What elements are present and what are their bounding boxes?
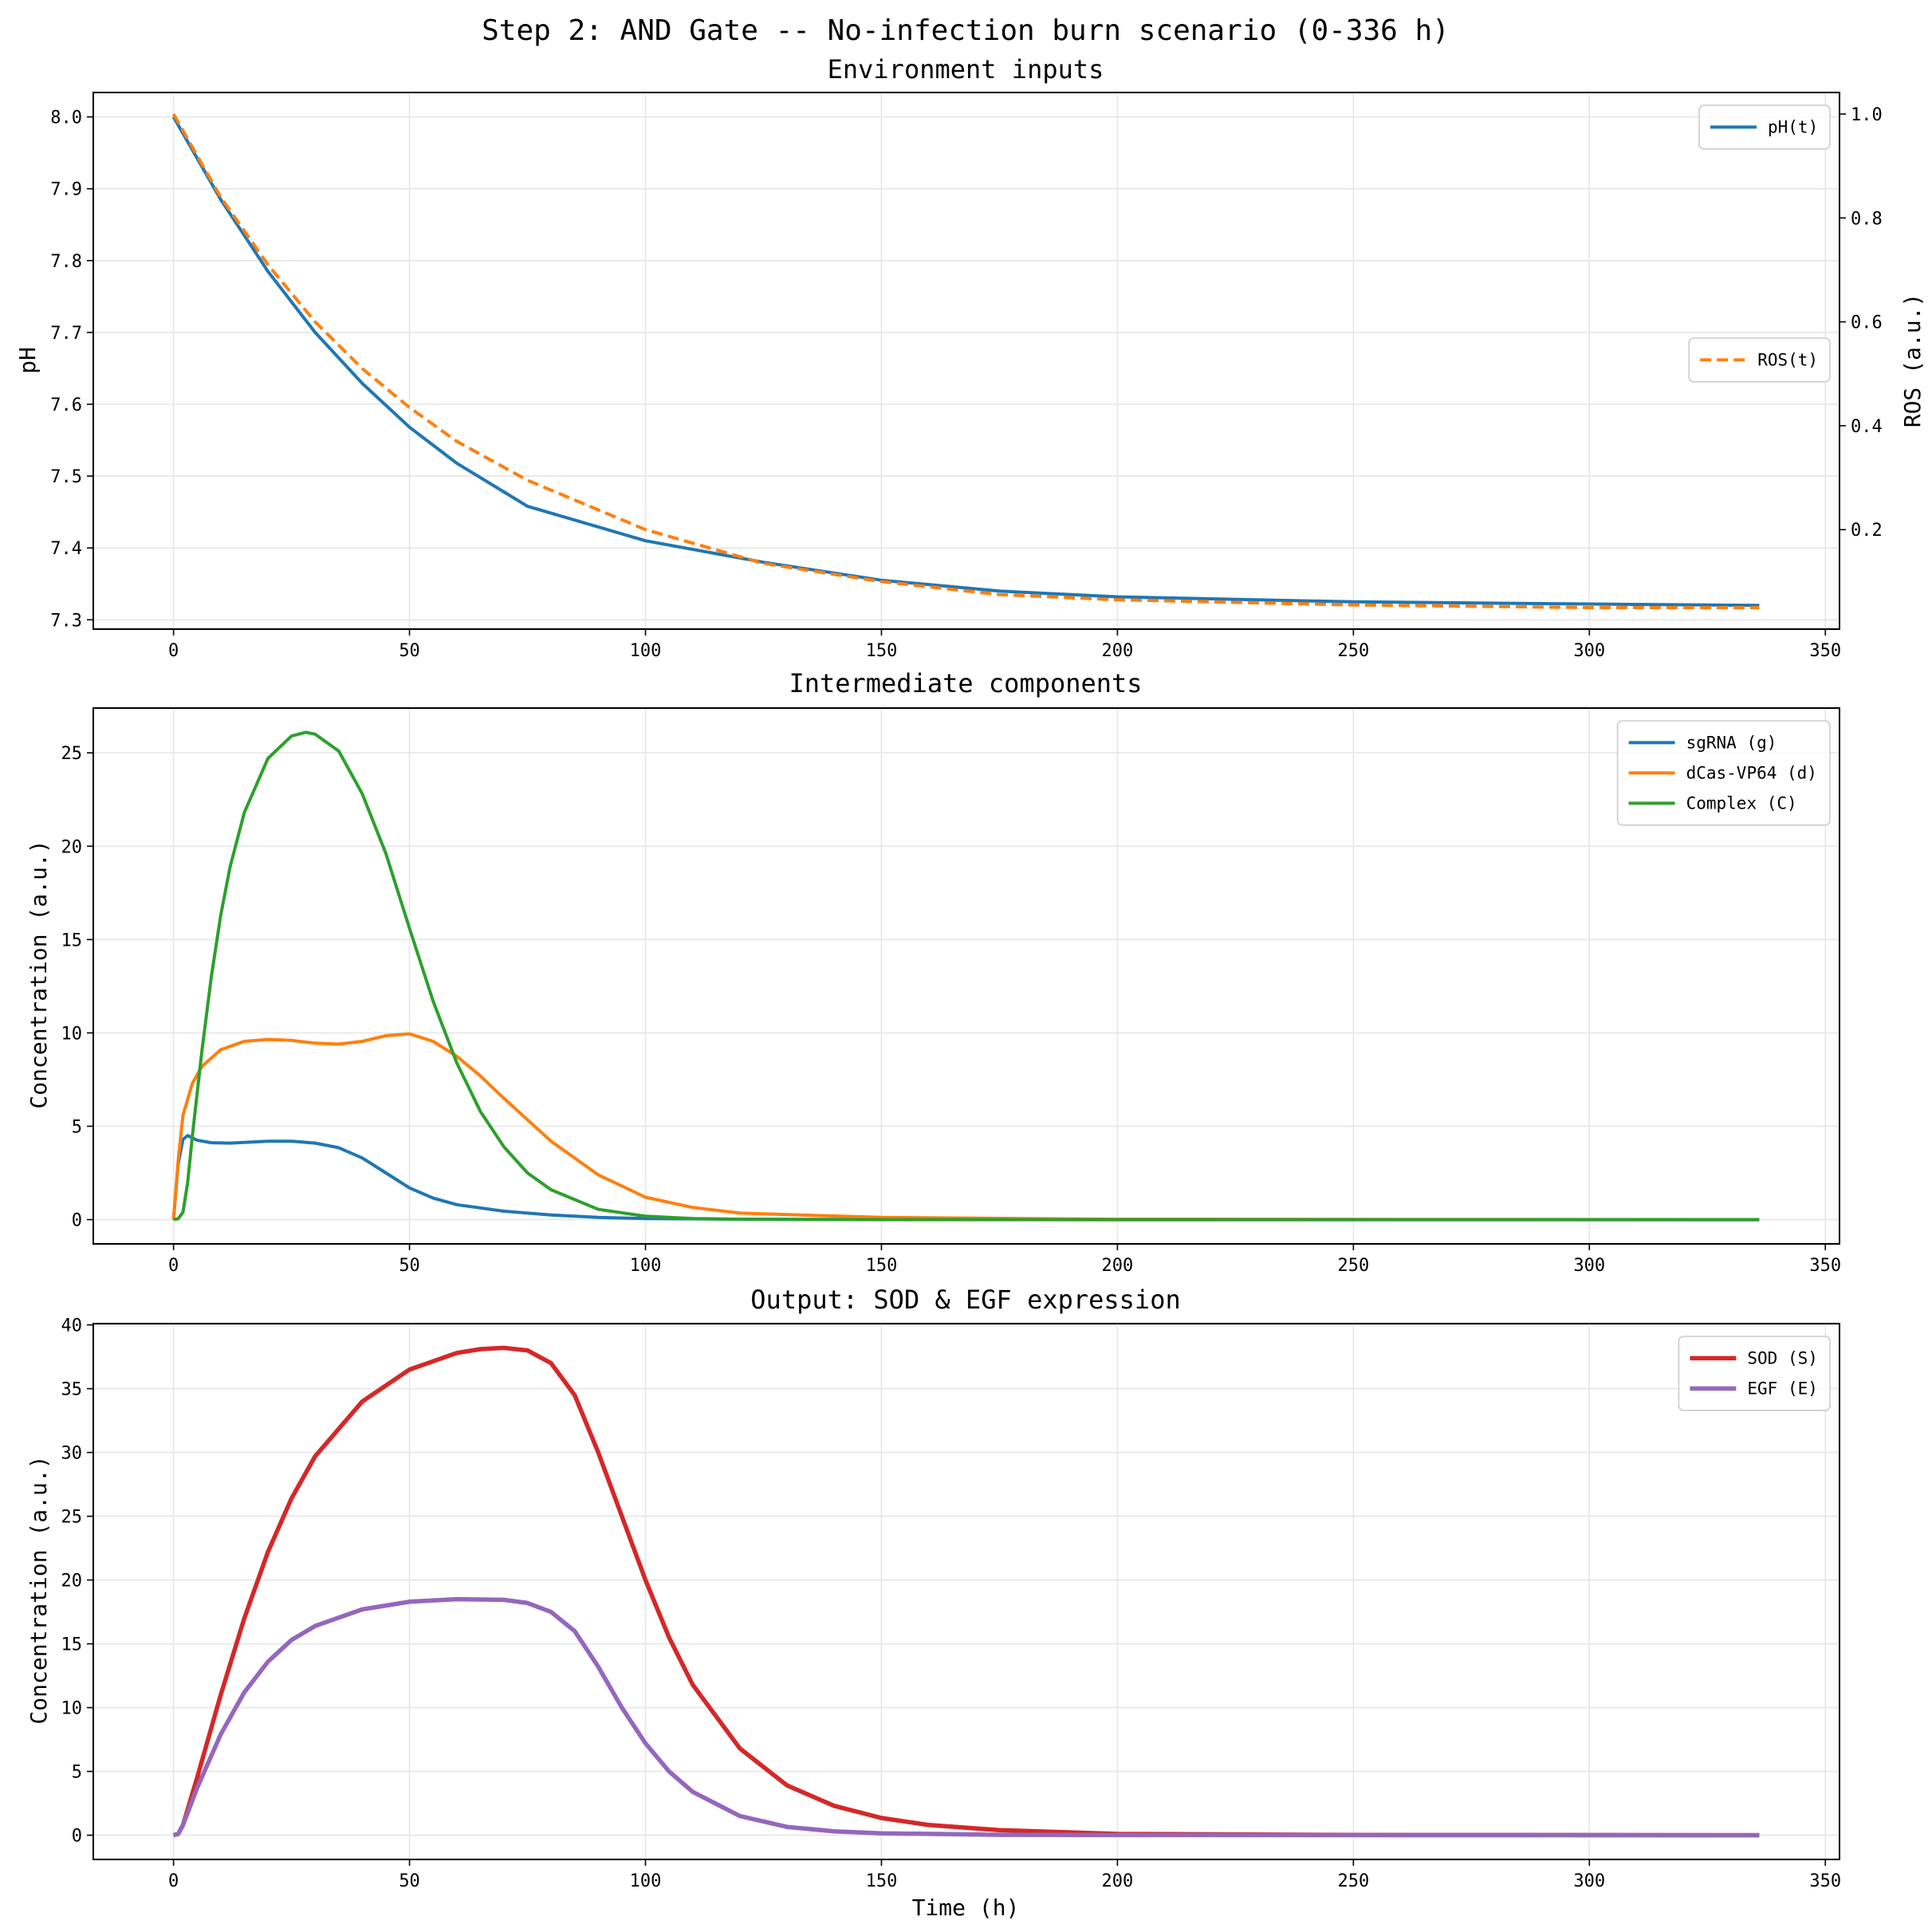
axes: 0 50 100 150 200 250 300 350 0 5 10 15 20 25 30 35 40 [61,1316,1842,1891]
x-tick-label: 350 [1809,641,1841,661]
x-tick-label: 200 [1102,1871,1134,1891]
x-tick-label: 300 [1573,1871,1605,1891]
x-tick-label: 0 [168,1256,179,1276]
y-tick-label: 7.9 [50,180,82,200]
y2-tick-label: 0.8 [1851,209,1883,229]
panel-environment-inputs: Environment inputs 0 50 100 150 200 250 300 350… [14,54,1926,661]
y-tick-label: 15 [61,1635,83,1655]
legend: SOD (S) EGF (E) [1678,1336,1831,1411]
figure-title: Step 2: AND Gate -- No-infection burn sc… [482,14,1450,47]
y2-tick-label: 0.6 [1851,313,1883,333]
series-layer [171,113,1760,609]
legend-label: SOD (S) [1747,1348,1818,1367]
x-tick-label: 200 [1102,641,1134,661]
panel-title: Environment inputs [828,54,1104,85]
y-tick-label: 7.8 [50,252,82,272]
y2-tick-label: 0.4 [1851,417,1883,437]
plot-frame [92,1323,1840,1860]
x-tick-label: 100 [630,641,662,661]
y-tick-label: 7.7 [50,324,82,344]
grid [93,1324,1840,1859]
y-tick-label: 35 [61,1380,83,1400]
y-tick-label: 15 [61,931,83,950]
series-line-ros-t [171,113,1760,609]
series-line-complex-c [173,730,1760,1222]
series-line-ph-t [171,116,1760,608]
x-tick-label: 50 [399,641,420,661]
y2-tick-label: 1.0 [1851,105,1883,125]
x-tick-label: 0 [168,1871,179,1891]
x-tick-label: 250 [1337,1871,1369,1891]
panel-title: Intermediate components [789,668,1142,698]
y2-tick-label: 0.2 [1851,521,1883,541]
y-tick-label: 7.5 [50,467,82,487]
legend-label: dCas-VP64 (d) [1686,763,1817,782]
x-tick-label: 350 [1809,1256,1841,1276]
y-tick-label: 0 [72,1827,82,1847]
y-tick-label: 8.0 [50,108,82,128]
x-tick-label: 250 [1337,1256,1369,1276]
y-tick-label: 10 [61,1024,83,1044]
plot-frame [92,92,1840,630]
y-axis-label: Concentration (a.u.) [26,840,52,1108]
y-tick-label: 30 [61,1444,83,1464]
legend-label: pH(t) [1768,117,1818,136]
x-tick-label: 50 [399,1256,420,1276]
y-tick-label: 5 [72,1763,82,1783]
series-line-dcas-vp64-d [171,1032,1760,1222]
y-tick-label: 40 [61,1316,83,1336]
y-axis-label: Concentration (a.u.) [26,1455,52,1724]
legend-label: EGF (E) [1747,1379,1818,1398]
legend-label: Complex (C) [1686,793,1797,813]
legend-box [1688,337,1831,383]
series-layer [171,730,1760,1222]
legend-box [1698,104,1831,150]
series-line-egf-e [172,1596,1760,1838]
legend-box [1616,720,1831,826]
x-tick-label: 50 [399,1871,420,1891]
y-tick-label: 0 [72,1211,82,1231]
series-line-sod-s [172,1345,1760,1838]
y-tick-label: 20 [61,837,83,857]
legend: sgRNA (g) dCas-VP64 (d) Complex (C) [1616,720,1831,826]
x-tick-label: 300 [1573,1256,1605,1276]
y-axis-label: pH [14,347,41,374]
legend: pH(t) ROS(t) [1688,104,1831,383]
x-tick-label: 100 [630,1256,662,1276]
x-tick-label: 300 [1573,641,1605,661]
series-layer [172,1345,1760,1838]
legend-label: sgRNA (g) [1686,733,1777,752]
axes: 0 50 100 150 200 250 300 350 7.3 7.4 7.5 7.6 7.7 7.8 7… [50,92,1883,661]
y-tick-label: 7.3 [50,611,82,631]
x-tick-label: 100 [630,1871,662,1891]
x-axis-label: Time (h) [912,1895,1020,1921]
y-tick-label: 20 [61,1572,83,1592]
y-tick-label: 7.4 [50,539,82,559]
y-tick-label: 10 [61,1699,83,1719]
x-tick-label: 150 [866,1871,898,1891]
y-tick-label: 7.6 [50,395,82,415]
x-tick-label: 150 [866,1256,898,1276]
legend-label: ROS(t) [1757,350,1818,369]
axes: 0 50 100 150 200 250 300 350 0 5 10 15 20 25 [61,707,1841,1276]
x-tick-label: 200 [1102,1256,1134,1276]
y2-axis-label: ROS (a.u.) [1899,293,1926,428]
plot-frame [92,707,1840,1245]
x-tick-label: 0 [168,641,179,661]
panel-intermediate-components: Intermediate components 0 50 100 150 200 250 3… [26,668,1841,1276]
x-tick-label: 350 [1809,1871,1841,1891]
series-line-sgrna-g [171,1134,1760,1222]
x-tick-label: 250 [1337,641,1369,661]
y-tick-label: 25 [61,1508,83,1528]
panel-output-expression: Output: SOD & EGF expression 0 50 100 150 20… [26,1285,1841,1921]
panel-title: Output: SOD & EGF expression [750,1285,1180,1315]
y-tick-label: 5 [72,1117,82,1137]
y-tick-label: 25 [61,744,83,764]
x-tick-label: 150 [866,641,898,661]
legend-box [1678,1336,1831,1411]
